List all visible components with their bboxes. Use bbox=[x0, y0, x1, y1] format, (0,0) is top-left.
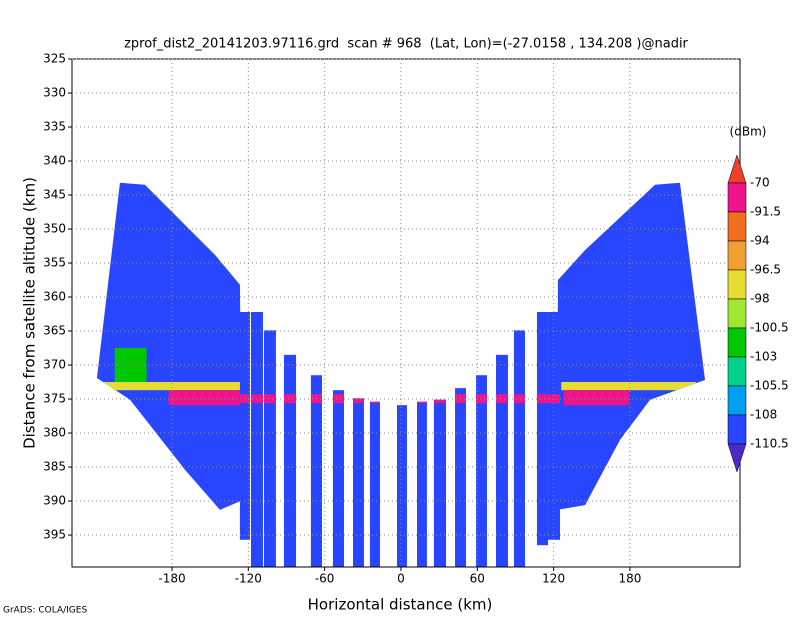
y-tick-label: 375 bbox=[43, 392, 66, 406]
colorbar-label: -91.5 bbox=[750, 205, 781, 219]
echo-band bbox=[563, 390, 629, 406]
echo-band bbox=[561, 382, 697, 391]
colorbar-label: -108 bbox=[750, 408, 777, 422]
y-tick-label: 380 bbox=[43, 426, 66, 440]
y-tick-label: 390 bbox=[43, 494, 66, 508]
x-tick-label: 180 bbox=[619, 572, 642, 586]
plot-area bbox=[96, 182, 706, 567]
colorbar-label: -100.5 bbox=[750, 321, 789, 335]
colorbar-label: -105.5 bbox=[750, 379, 789, 393]
swath-column bbox=[353, 398, 364, 567]
colorbar-unit: (dBm) bbox=[730, 125, 767, 139]
colorbar-segment bbox=[727, 298, 747, 329]
swath-column bbox=[310, 375, 322, 567]
echo-band bbox=[168, 390, 240, 406]
echo-band bbox=[114, 348, 147, 383]
swath-area bbox=[556, 182, 706, 510]
colorbar-segment bbox=[727, 356, 747, 387]
y-tick-label: 370 bbox=[43, 358, 66, 372]
x-tick-label: 120 bbox=[542, 572, 565, 586]
x-axis-label: Horizontal distance (km) bbox=[308, 596, 493, 614]
swath-column bbox=[496, 354, 508, 567]
colorbar-label: -96.5 bbox=[750, 263, 781, 277]
colorbar-segment bbox=[727, 385, 747, 416]
x-tick-label: -120 bbox=[235, 572, 262, 586]
y-tick-label: 395 bbox=[43, 528, 66, 542]
swath-column bbox=[369, 401, 380, 567]
y-tick-label: 330 bbox=[43, 86, 66, 100]
swath-column bbox=[239, 311, 250, 540]
y-tick-label: 335 bbox=[43, 120, 66, 134]
swath-column bbox=[455, 388, 466, 567]
swath-column bbox=[263, 330, 276, 567]
swath-column bbox=[433, 399, 447, 567]
colorbar-segment bbox=[727, 182, 747, 213]
y-tick-label: 325 bbox=[43, 52, 66, 66]
swath-column bbox=[476, 375, 487, 567]
colorbar-label: -110.5 bbox=[750, 437, 789, 451]
x-tick-label: -60 bbox=[315, 572, 335, 586]
swath-column bbox=[513, 330, 526, 567]
x-tick-label: 0 bbox=[397, 572, 405, 586]
colorbar-segment bbox=[727, 240, 747, 271]
y-tick-label: 340 bbox=[43, 154, 66, 168]
y-tick-label: 385 bbox=[43, 460, 66, 474]
swath-column bbox=[548, 311, 560, 540]
echo-band bbox=[239, 394, 560, 404]
x-tick-label: -180 bbox=[158, 572, 185, 586]
colorbar-cap bbox=[727, 443, 747, 473]
chart-title: zprof_dist2_20141203.97116.grd scan # 96… bbox=[124, 37, 688, 52]
swath-column bbox=[536, 311, 549, 546]
swath-column bbox=[417, 401, 427, 567]
colorbar-segment bbox=[727, 269, 747, 300]
colorbar-segment bbox=[727, 211, 747, 242]
colorbar-label: -94 bbox=[750, 234, 770, 248]
swath-column bbox=[332, 390, 344, 567]
swath-column bbox=[250, 311, 263, 567]
footer: GrADS: COLA/IGES bbox=[3, 606, 87, 616]
colorbar-label: -70 bbox=[750, 176, 770, 190]
x-tick-label: 60 bbox=[470, 572, 485, 586]
y-tick-label: 345 bbox=[43, 188, 66, 202]
y-tick-label: 360 bbox=[43, 290, 66, 304]
colorbar-label: -98 bbox=[750, 292, 770, 306]
y-axis-label: Distance from satellite altitude (km) bbox=[21, 177, 39, 449]
y-tick-label: 350 bbox=[43, 222, 66, 236]
colorbar-segment bbox=[727, 327, 747, 358]
colorbar-cap bbox=[727, 154, 747, 184]
swath-column bbox=[283, 354, 297, 567]
colorbar-segment bbox=[727, 414, 747, 445]
y-tick-label: 355 bbox=[43, 256, 66, 270]
colorbar-label: -103 bbox=[750, 350, 777, 364]
echo-band bbox=[102, 382, 240, 391]
swath-column bbox=[397, 405, 407, 567]
y-tick-label: 365 bbox=[43, 324, 66, 338]
swath-area bbox=[96, 182, 242, 510]
